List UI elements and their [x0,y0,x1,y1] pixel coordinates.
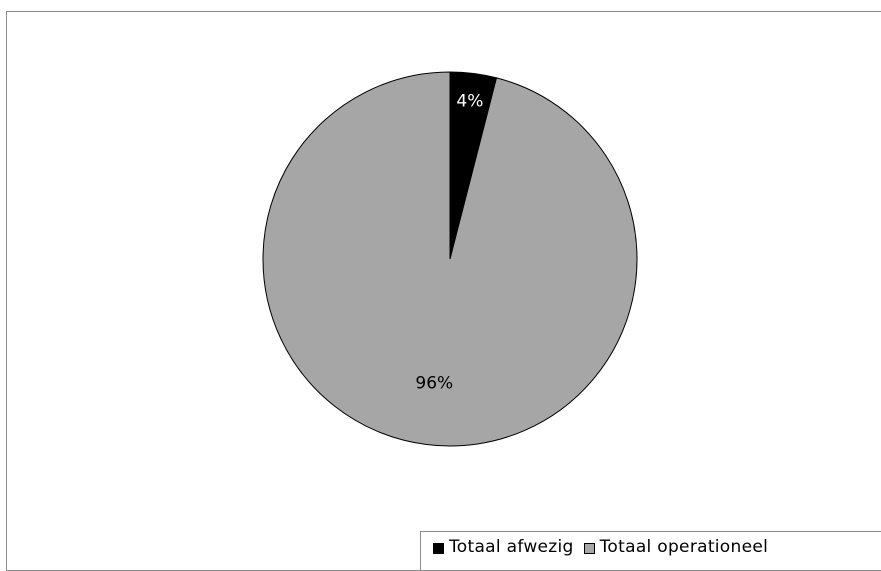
data-label-totaal-afwezig: 4% [456,91,483,111]
legend: Totaal afwezig Totaal operationeel [420,531,881,571]
legend-entry-totaal-afwezig: Totaal afwezig [433,537,574,557]
data-label-totaal-operationeel: 96% [415,373,453,393]
legend-entry-totaal-operationeel: Totaal operationeel [583,537,769,557]
legend-swatch-totaal-operationeel [583,542,595,554]
pie-chart: 4% 96% [262,71,638,447]
pie-slice-totaal-operationeel [262,71,638,447]
legend-swatch-totaal-afwezig [433,542,444,554]
legend-label-totaal-operationeel: Totaal operationeel [599,537,769,557]
legend-label-totaal-afwezig: Totaal afwezig [449,537,574,557]
